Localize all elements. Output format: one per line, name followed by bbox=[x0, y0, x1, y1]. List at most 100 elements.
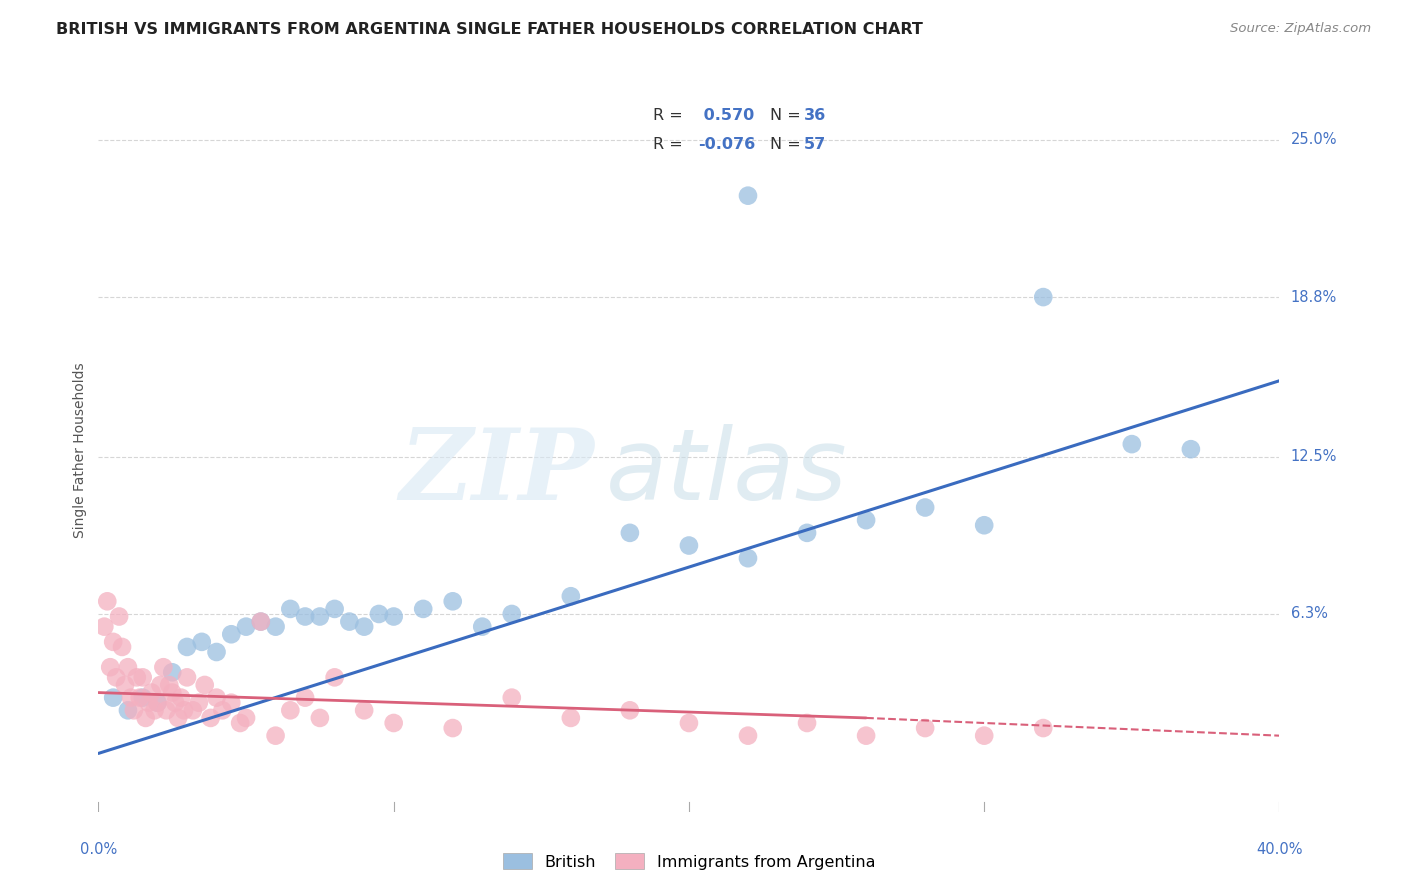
Point bbox=[294, 690, 316, 705]
Point bbox=[108, 609, 131, 624]
Point bbox=[294, 609, 316, 624]
Point bbox=[96, 594, 118, 608]
Point bbox=[796, 525, 818, 540]
Point bbox=[560, 711, 582, 725]
Text: R =: R = bbox=[652, 109, 688, 123]
Point bbox=[157, 678, 180, 692]
Point bbox=[368, 607, 391, 621]
Text: 12.5%: 12.5% bbox=[1291, 450, 1337, 465]
Point bbox=[737, 729, 759, 743]
Point bbox=[412, 602, 434, 616]
Point bbox=[120, 690, 142, 705]
Point bbox=[105, 670, 128, 684]
Point bbox=[155, 703, 177, 717]
Point bbox=[117, 703, 139, 717]
Point bbox=[264, 729, 287, 743]
Point bbox=[353, 620, 375, 634]
Point bbox=[132, 670, 155, 684]
Point bbox=[855, 513, 877, 527]
Point bbox=[855, 729, 877, 743]
Point bbox=[323, 602, 346, 616]
Point bbox=[914, 721, 936, 735]
Point bbox=[176, 640, 198, 654]
Point bbox=[167, 711, 190, 725]
Point bbox=[737, 188, 759, 202]
Point bbox=[235, 620, 257, 634]
Point bbox=[114, 678, 136, 692]
Point bbox=[98, 660, 121, 674]
Text: 6.3%: 6.3% bbox=[1291, 607, 1327, 622]
Point bbox=[191, 635, 214, 649]
Point bbox=[103, 635, 125, 649]
Point bbox=[93, 620, 115, 634]
Point bbox=[1032, 290, 1054, 304]
Point bbox=[138, 696, 160, 710]
Point bbox=[135, 711, 157, 725]
Point bbox=[441, 594, 464, 608]
Point bbox=[146, 696, 169, 710]
Point bbox=[737, 551, 759, 566]
Point bbox=[117, 660, 139, 674]
Y-axis label: Single Father Households: Single Father Households bbox=[73, 363, 87, 538]
Point bbox=[181, 703, 204, 717]
Point bbox=[122, 703, 145, 717]
Text: 40.0%: 40.0% bbox=[1256, 842, 1303, 857]
Point bbox=[619, 525, 641, 540]
Point bbox=[152, 660, 174, 674]
Text: 0.570: 0.570 bbox=[697, 109, 754, 123]
Point bbox=[973, 518, 995, 533]
Point bbox=[280, 602, 302, 616]
Point bbox=[149, 678, 172, 692]
Point bbox=[264, 620, 287, 634]
Point bbox=[619, 703, 641, 717]
Point bbox=[1032, 721, 1054, 735]
Point bbox=[200, 711, 222, 725]
Text: -0.076: -0.076 bbox=[697, 137, 755, 152]
Point bbox=[229, 716, 252, 731]
Point bbox=[235, 711, 257, 725]
Text: atlas: atlas bbox=[606, 424, 848, 521]
Text: Source: ZipAtlas.com: Source: ZipAtlas.com bbox=[1230, 22, 1371, 36]
Text: 18.8%: 18.8% bbox=[1291, 290, 1337, 304]
Point bbox=[162, 685, 183, 699]
Text: 25.0%: 25.0% bbox=[1291, 132, 1337, 147]
Point bbox=[560, 589, 582, 603]
Text: 57: 57 bbox=[803, 137, 825, 152]
Point bbox=[323, 670, 346, 684]
Point bbox=[441, 721, 464, 735]
Point bbox=[1180, 442, 1202, 457]
Point bbox=[250, 615, 273, 629]
Point bbox=[471, 620, 494, 634]
Text: BRITISH VS IMMIGRANTS FROM ARGENTINA SINGLE FATHER HOUSEHOLDS CORRELATION CHART: BRITISH VS IMMIGRANTS FROM ARGENTINA SIN… bbox=[56, 22, 924, 37]
Point bbox=[162, 665, 183, 680]
Point bbox=[309, 609, 332, 624]
Point bbox=[165, 696, 187, 710]
Text: ZIP: ZIP bbox=[399, 424, 595, 520]
Point bbox=[678, 716, 700, 731]
Point bbox=[194, 678, 217, 692]
Text: 36: 36 bbox=[803, 109, 825, 123]
Point bbox=[309, 711, 332, 725]
Point bbox=[170, 690, 193, 705]
Text: R =: R = bbox=[652, 137, 688, 152]
Point bbox=[501, 607, 523, 621]
Point bbox=[250, 615, 273, 629]
Point bbox=[678, 539, 700, 553]
Legend: British, Immigrants from Argentina: British, Immigrants from Argentina bbox=[496, 847, 882, 876]
Point bbox=[796, 716, 818, 731]
Point bbox=[914, 500, 936, 515]
Text: N =: N = bbox=[769, 137, 806, 152]
Point bbox=[382, 716, 405, 731]
Point bbox=[125, 670, 148, 684]
Point bbox=[501, 690, 523, 705]
Point bbox=[173, 703, 195, 717]
Point bbox=[339, 615, 361, 629]
Point bbox=[103, 690, 125, 705]
Point bbox=[382, 609, 405, 624]
Point bbox=[146, 696, 169, 710]
Point bbox=[111, 640, 134, 654]
Point bbox=[176, 670, 198, 684]
Point bbox=[221, 627, 243, 641]
Point bbox=[143, 703, 166, 717]
Point bbox=[211, 703, 233, 717]
